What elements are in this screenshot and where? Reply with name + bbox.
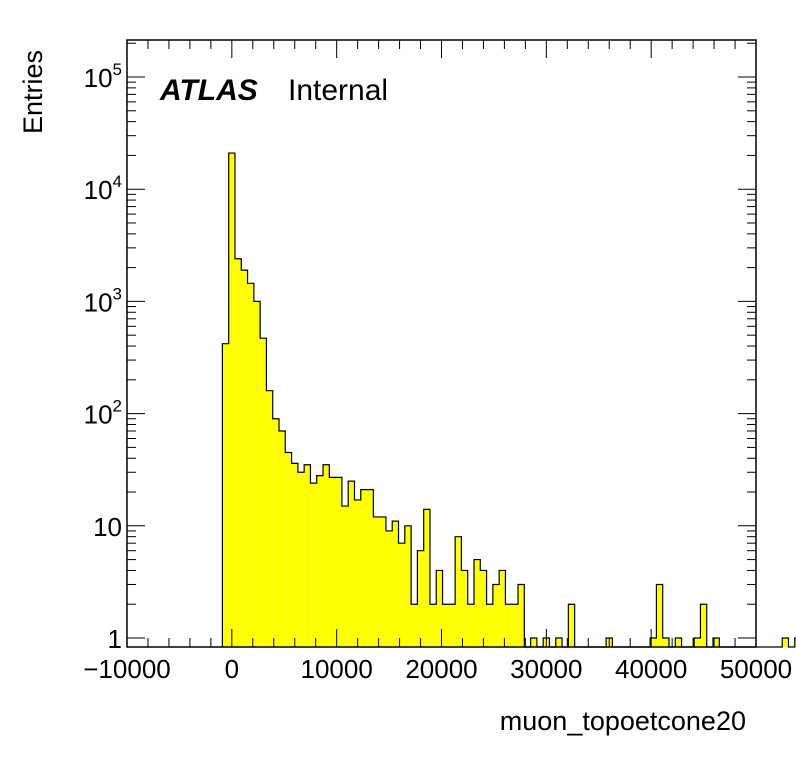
histogram-bin xyxy=(436,570,443,647)
histogram-bin xyxy=(455,536,462,647)
histogram-bin xyxy=(518,584,525,647)
histogram-bin xyxy=(656,584,663,647)
y-axis-title: Entries xyxy=(18,50,48,134)
histogram-bin xyxy=(323,464,330,647)
histogram-bin xyxy=(385,530,393,647)
histogram-bin xyxy=(329,477,336,647)
histogram-bin xyxy=(700,604,707,647)
histogram-bin xyxy=(782,638,789,647)
histogram-bin xyxy=(367,489,374,647)
x-tick-label: 30000 xyxy=(510,654,582,684)
y-tick-label: 1 xyxy=(108,624,122,654)
histogram-bars xyxy=(221,152,796,648)
histogram-bin xyxy=(794,638,796,647)
histogram-bin xyxy=(360,489,368,647)
histogram-bin xyxy=(304,464,311,647)
histogram-bin xyxy=(260,338,267,647)
tick-labels: −10000 0 10000 20000 30000 40000 50000 1 10 102 10… xyxy=(83,60,792,684)
histogram-bin xyxy=(411,604,418,647)
histogram-bin xyxy=(234,258,242,647)
x-tick-label: 20000 xyxy=(405,654,477,684)
histogram-bin xyxy=(448,604,456,647)
x-axis-title: muon_topoetcone20 xyxy=(500,706,746,736)
histogram-bin xyxy=(530,638,537,647)
histogram-bin xyxy=(568,604,575,647)
histogram-bin xyxy=(417,550,424,647)
axis-ticks xyxy=(126,40,757,647)
histogram-bin xyxy=(511,604,519,647)
histogram-bin xyxy=(310,483,317,647)
x-tick-label: 10000 xyxy=(301,654,373,684)
x-tick-label: 0 xyxy=(225,654,239,684)
histogram-bin xyxy=(694,638,701,647)
histogram-bin xyxy=(473,559,481,647)
histogram-bin xyxy=(486,604,493,647)
histogram-bin xyxy=(392,521,399,647)
histogram-bin xyxy=(341,506,349,647)
atlas-label: ATLAS xyxy=(159,74,258,107)
histogram-bin xyxy=(404,525,412,647)
histogram-bin xyxy=(650,638,657,647)
histogram-bin xyxy=(335,477,342,647)
histogram-bin xyxy=(354,499,361,647)
histogram-outline xyxy=(221,152,796,648)
histogram-bin xyxy=(272,418,280,647)
histogram-bin xyxy=(675,638,682,647)
histogram-bin xyxy=(398,543,405,647)
histogram-bin xyxy=(241,270,248,647)
y-tick-label: 105 xyxy=(84,60,122,93)
histogram-bin xyxy=(480,570,487,647)
histogram-bin xyxy=(713,638,720,647)
histogram-bin xyxy=(423,509,430,647)
histogram-bin xyxy=(297,472,305,647)
histogram-bin xyxy=(228,153,235,647)
histogram-bin xyxy=(285,452,292,647)
histogram-bin xyxy=(373,516,380,647)
x-tick-label: 50000 xyxy=(720,654,792,684)
histogram-bin xyxy=(379,516,386,647)
histogram-bin xyxy=(555,638,563,647)
histogram-bin xyxy=(662,638,669,647)
histogram-bin xyxy=(442,604,449,647)
histogram-bin xyxy=(253,301,261,647)
y-tick-label: 10 xyxy=(93,512,122,542)
histogram-bin xyxy=(348,481,355,647)
histogram-bin xyxy=(499,570,506,647)
y-tick-label: 104 xyxy=(84,172,122,205)
histogram-bin xyxy=(266,390,273,647)
histogram-bin xyxy=(429,604,437,647)
histogram-bin xyxy=(247,283,254,647)
histogram-bin xyxy=(505,604,512,647)
x-tick-label: 40000 xyxy=(615,654,687,684)
plot-frame xyxy=(126,39,757,648)
histogram-bin xyxy=(461,570,468,647)
x-tick-label: −10000 xyxy=(83,654,170,684)
histogram-bin xyxy=(467,604,474,647)
histogram-bin xyxy=(222,343,229,647)
histogram-bin xyxy=(316,475,324,647)
y-tick-label: 102 xyxy=(84,397,122,430)
histogram-bin xyxy=(279,430,286,647)
histogram-bin xyxy=(492,584,500,647)
y-tick-label: 103 xyxy=(84,284,122,317)
internal-label: Internal xyxy=(288,74,388,107)
histogram-bin xyxy=(291,463,298,647)
